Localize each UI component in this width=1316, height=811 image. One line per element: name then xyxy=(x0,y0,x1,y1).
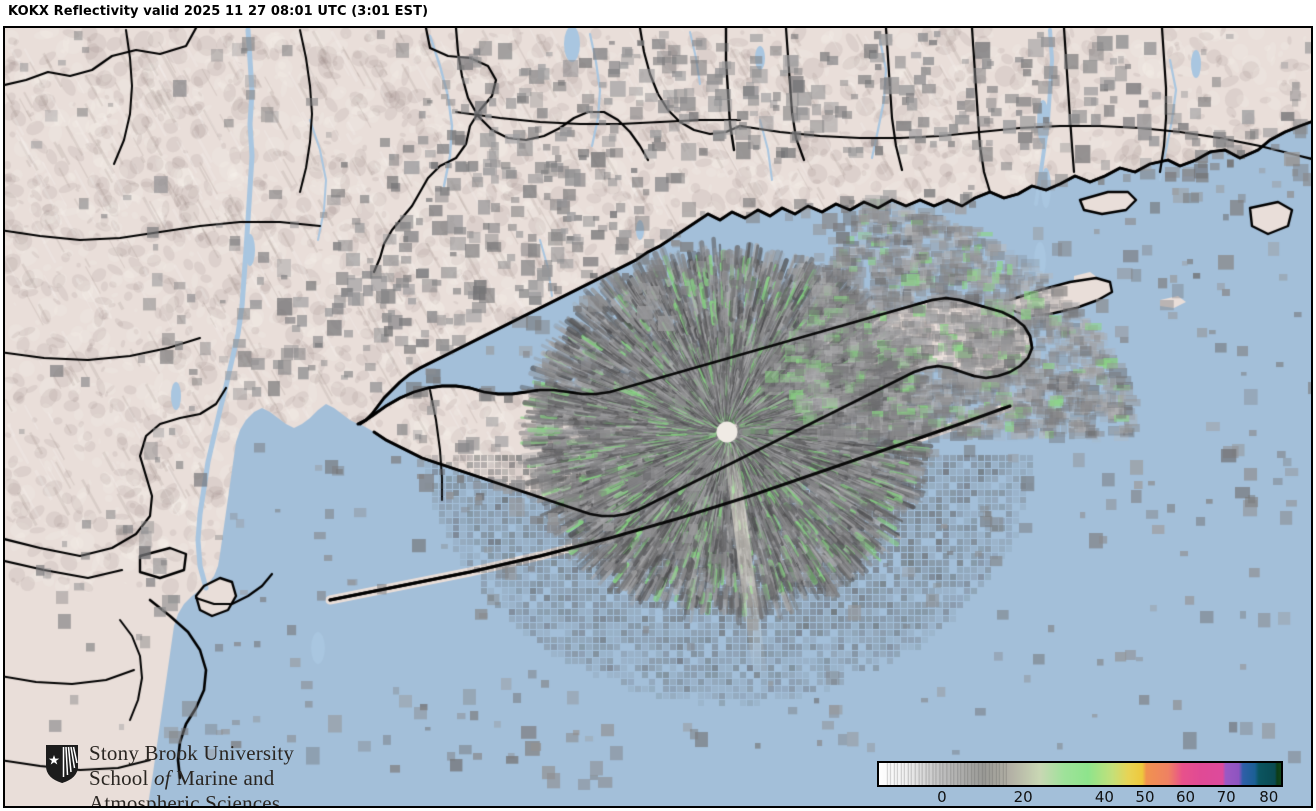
sbu-line-3: Atmospheric Sciences xyxy=(89,791,281,808)
colorbar-tick-0: 0 xyxy=(937,788,947,806)
colorbar-tick-80: 80 xyxy=(1259,788,1279,806)
colorbar-tick-60: 60 xyxy=(1176,788,1196,806)
sbu-line-2-post: Marine and xyxy=(170,766,275,790)
colorbar-tick-70: 70 xyxy=(1216,788,1236,806)
reflectivity-legend: 0 20 40 50 60 70 80 xyxy=(874,758,1286,806)
colorbar-tick-50: 50 xyxy=(1135,788,1155,806)
sbu-line-2: School of Marine and xyxy=(89,766,274,791)
colorbar-tick-20: 20 xyxy=(1013,788,1033,806)
reflectivity-colorbar xyxy=(877,761,1283,787)
radar-map-canvas[interactable] xyxy=(5,28,1311,806)
sbu-shield-icon xyxy=(46,745,78,783)
colorbar-steps xyxy=(879,763,1281,785)
map-frame[interactable]: 0 20 40 50 60 70 80 Stony Brook University Sch… xyxy=(3,26,1313,808)
sbu-line-2-italic: of xyxy=(154,766,171,790)
sbu-line-1: Stony Brook University xyxy=(89,741,295,765)
colorbar-tick-40: 40 xyxy=(1094,788,1114,806)
sbu-logo: Stony Brook University School of Marine … xyxy=(45,741,315,808)
sbu-line-2-pre: School xyxy=(89,766,154,790)
title-bar: KOKX Reflectivity valid 2025 11 27 08:01… xyxy=(0,0,1316,26)
page-title: KOKX Reflectivity valid 2025 11 27 08:01… xyxy=(8,4,429,19)
